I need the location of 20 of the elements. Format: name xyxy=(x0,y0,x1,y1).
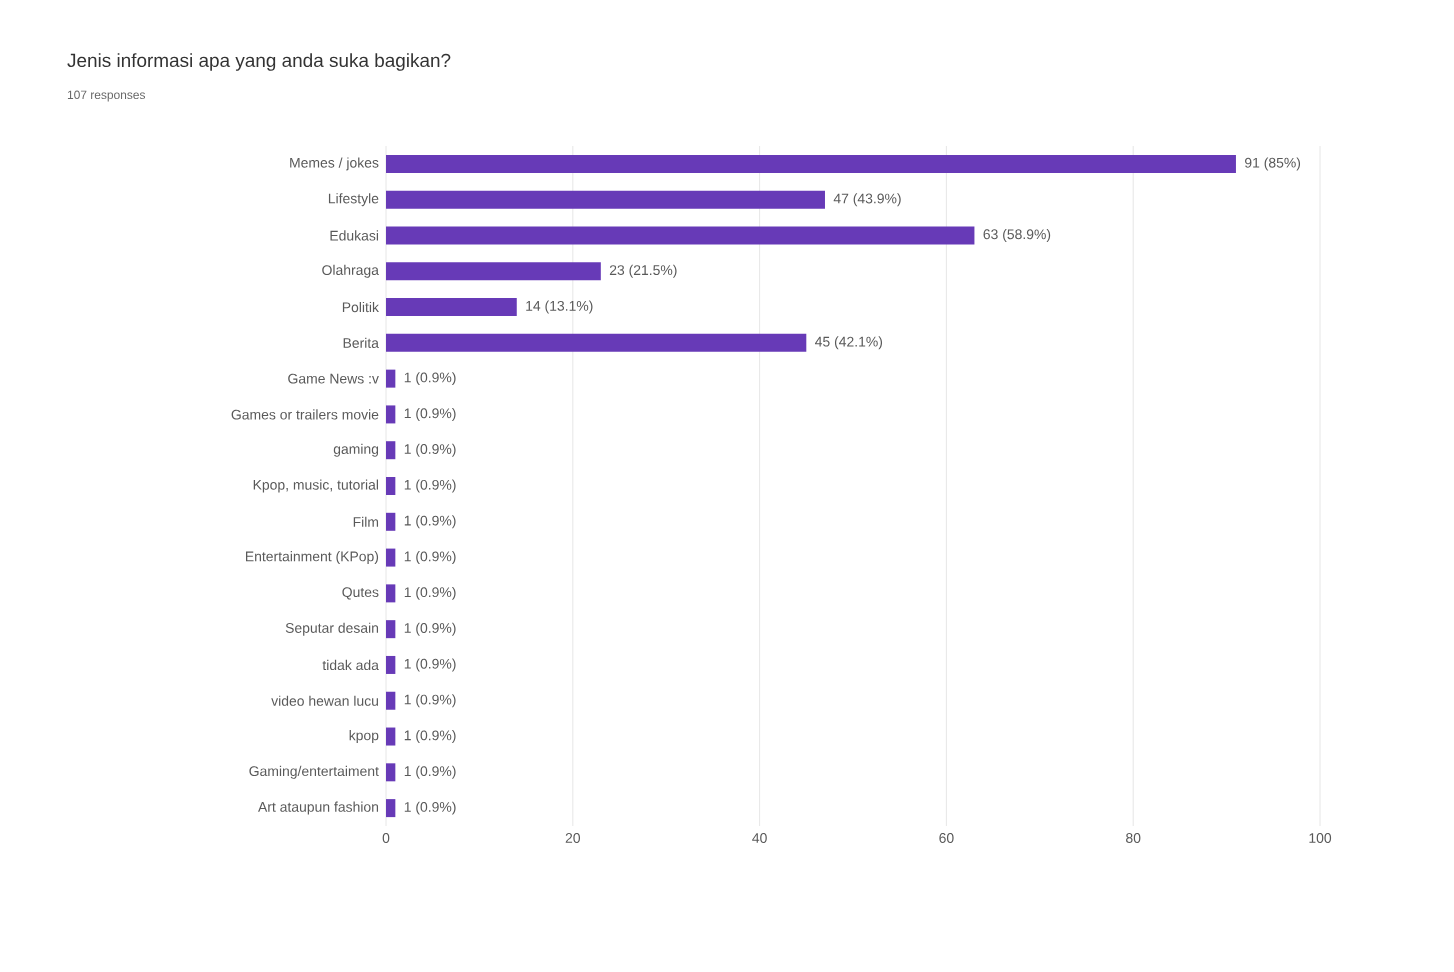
bar xyxy=(386,548,396,567)
bar xyxy=(386,620,396,639)
bar xyxy=(386,405,396,424)
bar xyxy=(386,262,601,281)
bar xyxy=(386,691,396,710)
bar xyxy=(386,655,396,674)
bar xyxy=(386,154,1236,173)
bar xyxy=(386,763,396,782)
bar xyxy=(386,477,396,496)
bar xyxy=(386,369,396,388)
bar xyxy=(386,226,975,245)
bar xyxy=(386,441,396,460)
bar xyxy=(386,584,396,603)
bar xyxy=(386,298,517,317)
bar xyxy=(386,190,825,209)
bar xyxy=(386,333,807,352)
bar xyxy=(386,799,396,818)
chart-title: Jenis informasi apa yang anda suka bagikan? xyxy=(67,53,451,71)
bar xyxy=(386,727,396,746)
bar xyxy=(386,512,396,531)
